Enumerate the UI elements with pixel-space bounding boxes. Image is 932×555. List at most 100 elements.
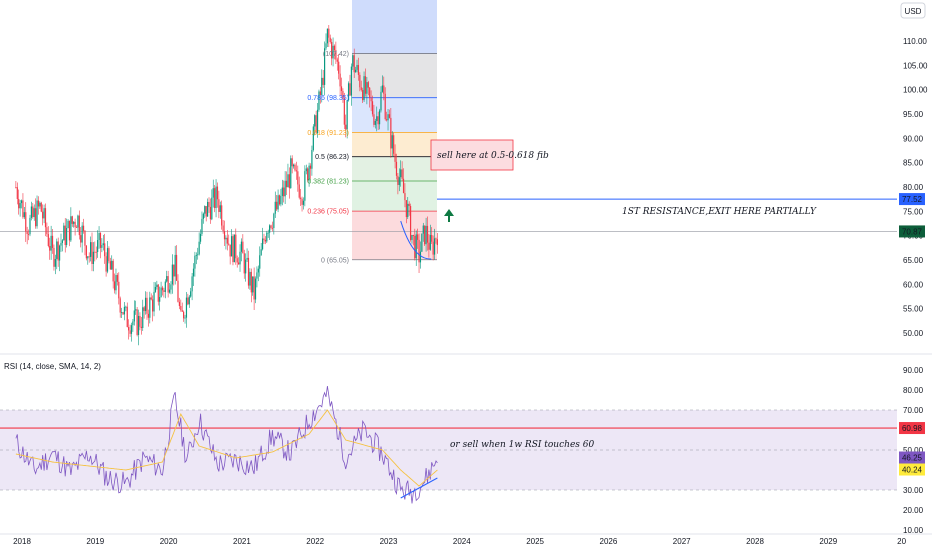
- candle-body[interactable]: [352, 55, 354, 67]
- candle-body[interactable]: [273, 213, 275, 229]
- candle-body[interactable]: [81, 225, 83, 243]
- candle-body[interactable]: [150, 297, 152, 300]
- rsi-series[interactable]: [15, 385, 438, 504]
- candle-body[interactable]: [211, 197, 213, 220]
- candle-body[interactable]: [173, 264, 175, 277]
- candle-body[interactable]: [257, 268, 259, 273]
- candle-body[interactable]: [154, 286, 157, 292]
- candle-body[interactable]: [319, 91, 321, 95]
- candle-body[interactable]: [168, 289, 171, 293]
- candle-body[interactable]: [349, 83, 351, 96]
- candle-body[interactable]: [359, 74, 361, 88]
- candle-body[interactable]: [328, 28, 330, 38]
- candle-body[interactable]: [178, 301, 181, 306]
- candle-body[interactable]: [146, 297, 148, 314]
- candle-body[interactable]: [360, 87, 362, 91]
- candle-body[interactable]: [335, 50, 337, 60]
- candle-body[interactable]: [47, 234, 49, 246]
- candle-body[interactable]: [212, 188, 214, 198]
- candle-body[interactable]: [424, 225, 426, 245]
- candlestick-series[interactable]: [15, 25, 438, 346]
- candle-body[interactable]: [425, 225, 427, 245]
- candle-body[interactable]: [73, 221, 75, 224]
- candle-body[interactable]: [64, 225, 66, 246]
- candle-body[interactable]: [215, 186, 217, 209]
- candle-body[interactable]: [249, 271, 251, 286]
- candle-body[interactable]: [43, 208, 45, 219]
- candle-body[interactable]: [101, 245, 103, 248]
- candle-body[interactable]: [32, 206, 34, 218]
- candle-body[interactable]: [428, 242, 430, 250]
- candle-body[interactable]: [108, 248, 110, 262]
- candle-body[interactable]: [236, 258, 238, 263]
- candle-body[interactable]: [75, 227, 78, 228]
- candle-body[interactable]: [26, 231, 28, 235]
- candle-body[interactable]: [161, 287, 164, 291]
- candle-body[interactable]: [153, 291, 155, 312]
- candle-body[interactable]: [383, 85, 385, 94]
- candle-body[interactable]: [25, 212, 27, 232]
- rsi-axis[interactable]: 90.0080.0070.0060.0050.0040.0030.0020.00…: [903, 366, 924, 535]
- candle-body[interactable]: [436, 239, 438, 246]
- candle-body[interactable]: [218, 199, 220, 212]
- candle-body[interactable]: [204, 206, 206, 214]
- candle-body[interactable]: [147, 313, 149, 318]
- candle-body[interactable]: [121, 312, 123, 314]
- candle-body[interactable]: [42, 211, 44, 219]
- candle-body[interactable]: [302, 200, 305, 205]
- candle-body[interactable]: [254, 278, 257, 300]
- candle-body[interactable]: [92, 251, 95, 264]
- candle-body[interactable]: [184, 317, 186, 319]
- candle-body[interactable]: [106, 248, 109, 272]
- candle-body[interactable]: [401, 169, 403, 179]
- candle-body[interactable]: [417, 234, 419, 240]
- candle-body[interactable]: [57, 241, 59, 261]
- candle-body[interactable]: [18, 198, 20, 209]
- candle-body[interactable]: [91, 242, 93, 264]
- candle-body[interactable]: [407, 203, 409, 218]
- candle-body[interactable]: [345, 124, 347, 130]
- rsi-pane[interactable]: RSI (14, close, SMA, 14, 2) or sell when…: [0, 362, 897, 504]
- candle-body[interactable]: [95, 251, 97, 253]
- candle-body[interactable]: [367, 82, 369, 88]
- candle-body[interactable]: [431, 235, 433, 242]
- candle-body[interactable]: [85, 245, 87, 259]
- candle-body[interactable]: [149, 297, 151, 318]
- candle-body[interactable]: [364, 76, 367, 94]
- candle-body[interactable]: [269, 225, 271, 233]
- candle-body[interactable]: [216, 186, 219, 200]
- candle-body[interactable]: [181, 310, 183, 312]
- candle-body[interactable]: [119, 298, 121, 313]
- candle-body[interactable]: [22, 200, 24, 218]
- candle-body[interactable]: [290, 158, 292, 189]
- candle-body[interactable]: [280, 195, 282, 205]
- candle-body[interactable]: [190, 291, 192, 297]
- candle-body[interactable]: [70, 216, 72, 241]
- candle-body[interactable]: [125, 306, 127, 308]
- candle-body[interactable]: [39, 202, 41, 207]
- candle-body[interactable]: [307, 168, 309, 181]
- candle-body[interactable]: [239, 251, 241, 265]
- candle-body[interactable]: [312, 126, 314, 151]
- candle-body[interactable]: [140, 326, 142, 328]
- candle-body[interactable]: [37, 200, 40, 207]
- candle-body[interactable]: [283, 187, 285, 197]
- currency-button[interactable]: USD: [900, 2, 926, 19]
- candle-body[interactable]: [177, 280, 179, 302]
- candle-body[interactable]: [206, 201, 209, 217]
- candle-body[interactable]: [183, 311, 185, 319]
- candle-body[interactable]: [201, 218, 203, 234]
- candle-body[interactable]: [118, 281, 120, 299]
- candle-body[interactable]: [294, 164, 296, 171]
- candle-body[interactable]: [144, 297, 147, 312]
- candle-body[interactable]: [346, 100, 348, 130]
- candle-body[interactable]: [94, 251, 96, 253]
- candle-body[interactable]: [192, 268, 195, 277]
- rsi-title[interactable]: RSI (14, close, SMA, 14, 2): [4, 362, 101, 371]
- candle-body[interactable]: [377, 116, 379, 125]
- candle-body[interactable]: [356, 65, 358, 70]
- candle-body[interactable]: [332, 45, 334, 59]
- rsi-trend-drawing[interactable]: [400, 477, 438, 499]
- candle-body[interactable]: [433, 238, 436, 255]
- candle-body[interactable]: [409, 206, 412, 240]
